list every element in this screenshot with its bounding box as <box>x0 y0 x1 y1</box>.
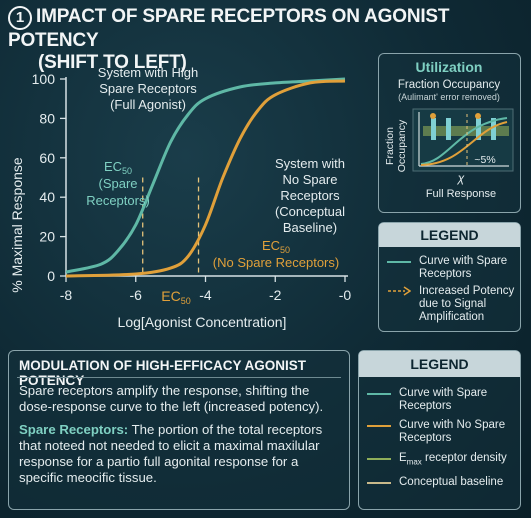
svg-text:(Spare: (Spare <box>98 176 137 191</box>
modulation-para1: Spare receptors amplify the response, sh… <box>19 383 324 414</box>
modulation-definition: The portion of the total receptors that … <box>19 422 323 485</box>
legend-bottom-panel: LEGEND Curve with Spare Receptors Curve … <box>358 350 521 510</box>
svg-text:Receptors): Receptors) <box>86 193 150 208</box>
svg-text:(No Spare Receptors): (No Spare Receptors) <box>213 255 339 270</box>
legend-top-item-potency: Increased Potency due to Signal Amplific… <box>387 285 517 324</box>
utilization-subtitle: Fraction Occupancy <box>398 79 501 91</box>
title-number-badge: 1 <box>8 6 32 30</box>
legend-bottom-title: LEGEND <box>359 351 520 377</box>
legend-bottom-item-label: Curve with No Spare Receptors <box>399 419 506 444</box>
modulation-term: Spare Receptors: <box>19 422 129 437</box>
legend-swatch-baseline <box>367 482 391 484</box>
legend-bottom-item-label: Curve with Spare Receptors <box>399 387 488 412</box>
x-tick-label: -0 <box>339 287 352 303</box>
utilization-title: Utilization <box>416 59 483 75</box>
curve-no-spare-receptors <box>65 79 346 278</box>
modulation-panel: MODULATION OF HIGH-EFFICACY AGONIST POTE… <box>8 350 350 510</box>
x-tick-label: -4 <box>199 287 212 303</box>
dose-response-chart: % Maximal Response 0 20 40 60 80 100 -8 -6 -4 -2… <box>9 65 352 330</box>
page-title: 1 IMPACT OF SPARE RECEPTORS ON AGONIST PO… <box>8 6 523 74</box>
legend-bottom-item-spare: Curve with Spare Receptors <box>367 387 517 413</box>
title-line1: IMPACT OF SPARE RECEPTORS ON AGONIST POT… <box>8 6 450 51</box>
utilization-pct: ~5% <box>474 154 495 166</box>
title-line2: (SHIFT TO LEFT) <box>38 52 187 73</box>
svg-text:Baseline): Baseline) <box>283 220 337 235</box>
modulation-body: Spare receptors amplify the response, sh… <box>19 383 339 493</box>
y-tick-label: 60 <box>39 150 55 166</box>
annotation-no-spare: System with No Spare Receptors (Conceptu… <box>275 156 345 235</box>
svg-text:(Conceptual: (Conceptual <box>275 204 345 219</box>
y-tick-label: 100 <box>32 71 56 87</box>
legend-top-item-label: Curve with Spare Receptors <box>419 255 508 280</box>
legend-swatch-spare <box>387 261 411 263</box>
y-tick-label: 80 <box>39 110 55 126</box>
legend-bottom-item-emax: Emax receptor density <box>367 452 517 468</box>
legend-bottom-item-label: Emax receptor density <box>399 452 507 467</box>
svg-text:No Spare: No Spare <box>283 172 338 187</box>
svg-text:System with: System with <box>275 156 345 171</box>
svg-text:Spare Receptors: Spare Receptors <box>99 81 197 96</box>
x-tick-label: -2 <box>269 287 282 303</box>
legend-swatch-spare <box>367 393 391 395</box>
utilization-diagram: Utilization Fraction Occupancy (Aulimant… <box>384 59 514 200</box>
membrane-band <box>423 126 509 136</box>
legend-top-panel: LEGEND Curve with Spare Receptors Increa… <box>378 222 521 332</box>
legend-top-item-label: Increased Potency due to Signal Amplific… <box>419 285 515 323</box>
utilization-subtitle2: (Aulimant' error removed) <box>398 92 500 102</box>
receptor-icon <box>430 113 496 140</box>
xlabel: Log[Agonist Concentration] <box>118 314 287 330</box>
utilization-xlabel: χ <box>457 171 465 185</box>
annotation-high-spare: System with High Spare Receptors (Full A… <box>98 65 198 112</box>
legend-bottom-item-label: Conceptual baseline <box>399 476 504 488</box>
svg-text:(Full Agonist): (Full Agonist) <box>110 97 186 112</box>
y-tick-label: 40 <box>39 189 55 205</box>
ec50-x-tick: EC50 <box>161 288 190 306</box>
modulation-para2: Spare Receptors: The portion of the tota… <box>19 422 339 486</box>
svg-text:EC50: EC50 <box>104 159 132 176</box>
utilization-ylabel: FractionOccupancy <box>384 119 408 172</box>
x-tick-label: -6 <box>130 287 143 303</box>
legend-top-title: LEGEND <box>379 223 520 247</box>
dashed-arrow-icon <box>388 286 411 296</box>
utilization-curve-nospare <box>420 121 508 166</box>
utilization-curve-spare <box>420 117 508 165</box>
legend-swatch-emax <box>367 458 391 460</box>
annotation-ec50-no-spare: EC50 (No Spare Receptors) <box>213 238 339 270</box>
modulation-divider <box>17 377 341 378</box>
x-tick-label: -8 <box>60 287 73 303</box>
curve-spare-receptors <box>65 77 346 274</box>
svg-text:Receptors: Receptors <box>280 188 340 203</box>
y-tick-label: 20 <box>39 229 55 245</box>
utilization-caption: Full Response <box>426 188 496 200</box>
legend-top-item-spare: Curve with Spare Receptors <box>387 255 517 281</box>
svg-text:System with High: System with High <box>98 65 198 80</box>
annotation-ec50-spare: EC50 (Spare Receptors) <box>86 159 150 208</box>
utilization-panel: Utilization Fraction Occupancy (Aulimant… <box>378 53 521 213</box>
x-axis: -8 -6 -4 -2 -0 <box>60 276 352 303</box>
legend-bottom-item-nospare: Curve with No Spare Receptors <box>367 419 517 445</box>
legend-bottom-item-baseline: Conceptual baseline <box>367 476 517 489</box>
y-tick-label: 0 <box>47 268 55 284</box>
y-axis-label: % Maximal Response <box>9 157 25 293</box>
modulation-title: MODULATION OF HIGH-EFFICACY AGONIST POTE… <box>19 358 306 388</box>
legend-swatch-nospare <box>367 425 391 427</box>
y-axis: 0 20 40 60 80 100 <box>32 71 66 284</box>
svg-text:EC50: EC50 <box>262 238 290 255</box>
